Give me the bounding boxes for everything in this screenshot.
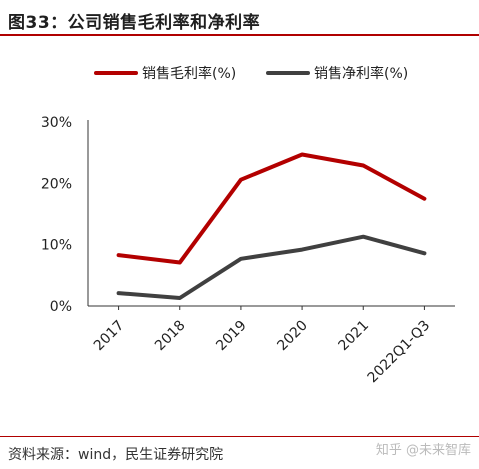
data-point-1 — [117, 291, 121, 295]
data-point-1 — [239, 257, 243, 261]
x-tick-label: 2019 — [213, 318, 250, 355]
x-tick-label: 2020 — [274, 318, 311, 355]
data-point-1 — [300, 248, 304, 252]
data-point-0 — [422, 197, 426, 201]
x-tick-label: 2022Q1-Q3 — [365, 318, 434, 387]
figure-title: 图33：公司销售毛利率和净利率 — [8, 13, 261, 33]
line-chart: 0% 10% 20% 30% 2017 2018 2019 2020 20212022Q1-Q3… — [41, 65, 455, 387]
series-line-1 — [116, 234, 427, 300]
data-point-1 — [178, 296, 182, 300]
y-tick-label: 0% — [50, 299, 72, 315]
data-point-0 — [178, 260, 182, 264]
legend-label-1: 销售净利率(%) — [314, 65, 408, 82]
chart-area: 0% 10% 20% 30% 2017 2018 2019 2020 2021 2022Q1-Q3… — [0, 40, 479, 430]
x-tick-label: 2017 — [91, 318, 128, 355]
data-point-0 — [117, 253, 121, 257]
data-point-1 — [361, 235, 365, 239]
y-tick-label: 20% — [41, 176, 72, 192]
source-note: 资料来源：wind，民生证券研究院 — [8, 447, 224, 463]
title-divider — [0, 34, 479, 36]
legend-label-0: 销售毛利率(%) — [142, 65, 236, 82]
y-tick-label: 30% — [41, 115, 72, 131]
x-tick-label: 2021 — [336, 318, 373, 355]
data-point-0 — [300, 153, 304, 157]
series-line-0 — [116, 152, 427, 265]
y-tick-label: 10% — [41, 238, 72, 254]
footer-divider — [0, 436, 479, 437]
x-tick-label: 2018 — [152, 318, 189, 355]
watermark: 知乎 @未来智库 — [375, 443, 471, 458]
data-point-0 — [361, 164, 365, 168]
data-point-0 — [239, 178, 243, 182]
data-point-1 — [422, 251, 426, 255]
